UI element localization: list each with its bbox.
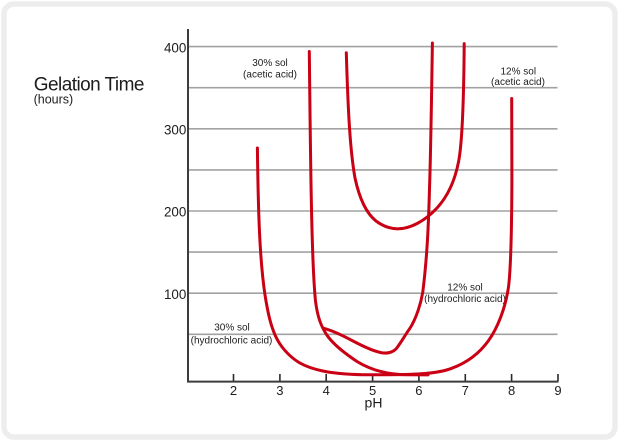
svg-text:(hours): (hours) xyxy=(34,93,74,107)
svg-text:6: 6 xyxy=(415,383,422,398)
svg-text:9: 9 xyxy=(554,383,561,398)
svg-text:30% sol: 30% sol xyxy=(214,323,250,334)
svg-text:(hydrochloric acid): (hydrochloric acid) xyxy=(191,335,273,346)
svg-text:8: 8 xyxy=(508,383,515,398)
svg-text:200: 200 xyxy=(164,205,186,220)
svg-text:30% sol: 30% sol xyxy=(252,58,288,69)
svg-text:(hydrochloric acid): (hydrochloric acid) xyxy=(424,294,506,305)
svg-text:pH: pH xyxy=(365,395,383,411)
svg-text:2: 2 xyxy=(230,383,237,398)
svg-text:5: 5 xyxy=(369,383,376,398)
svg-text:7: 7 xyxy=(462,383,469,398)
svg-text:(acetic acid): (acetic acid) xyxy=(491,77,545,88)
svg-text:12% sol: 12% sol xyxy=(501,67,537,78)
svg-text:12% sol: 12% sol xyxy=(447,282,483,293)
svg-text:3: 3 xyxy=(276,383,283,398)
svg-text:400: 400 xyxy=(164,40,186,55)
svg-text:300: 300 xyxy=(164,123,186,138)
svg-text:4: 4 xyxy=(323,383,330,398)
svg-text:Gelation Time: Gelation Time xyxy=(34,74,144,95)
svg-text:(acetic acid): (acetic acid) xyxy=(243,70,297,81)
svg-text:100: 100 xyxy=(164,287,186,302)
